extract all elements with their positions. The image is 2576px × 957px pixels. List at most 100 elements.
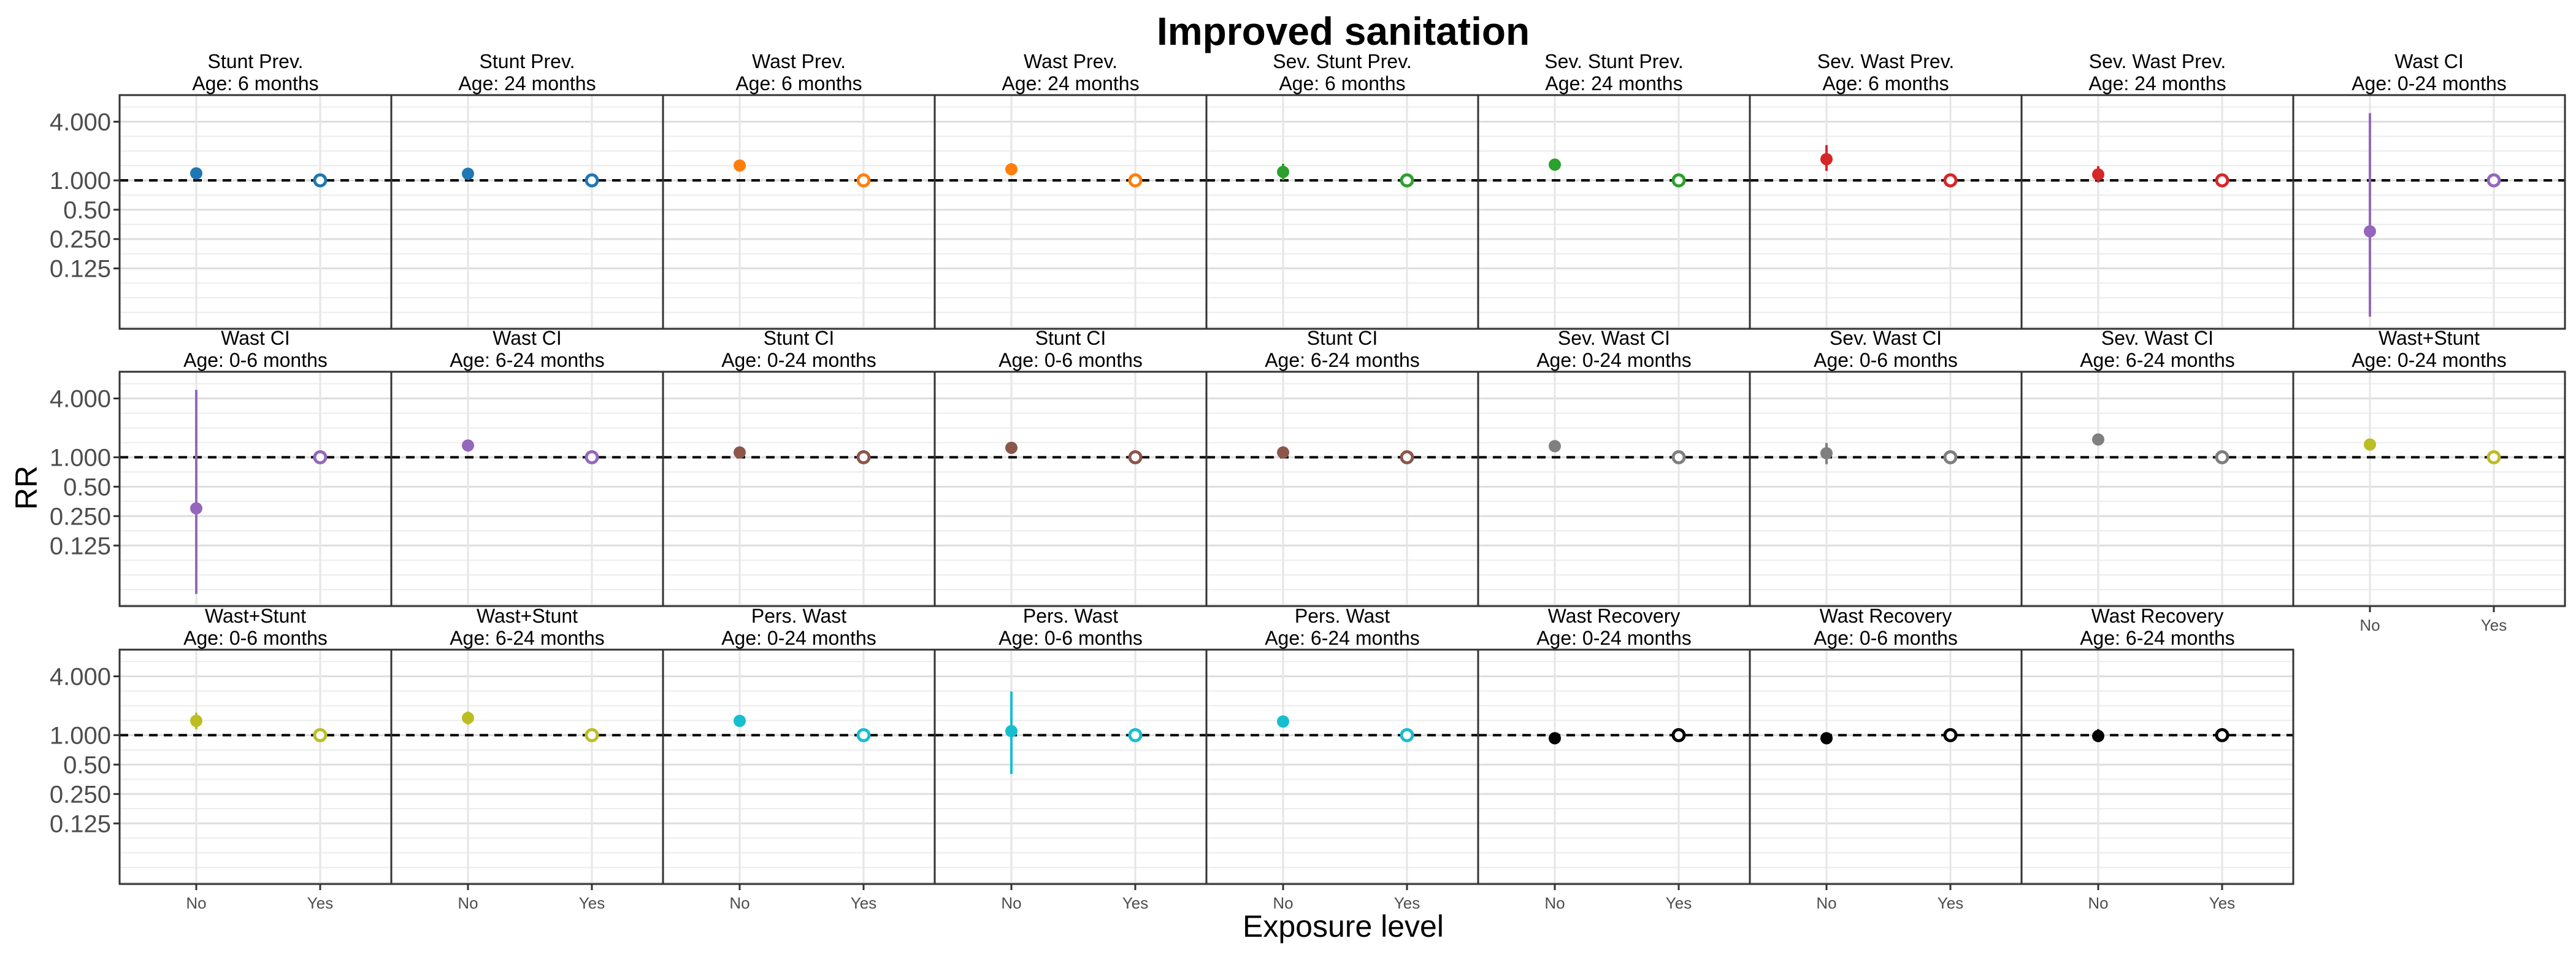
y-tick-label: 0.50 (63, 197, 111, 224)
reference-point (856, 450, 871, 464)
x-tick-label: No (2088, 894, 2108, 912)
y-tick-label: 0.125 (50, 532, 111, 559)
estimate-point (1820, 732, 1833, 745)
facet-title-age: Age: 0-6 months (1814, 627, 1958, 649)
estimate-point (2092, 433, 2104, 446)
panel-background (935, 372, 1206, 606)
facet-title-age: Age: 6-24 months (2080, 349, 2235, 371)
facet-panel: Sev. Wast Prev.Age: 24 months (2020, 50, 2294, 330)
facet-panels: Stunt Prev.Age: 6 months0.1250.2500.501.… (50, 50, 2566, 912)
estimate-point (2364, 225, 2376, 238)
reference-point (1400, 173, 1414, 188)
estimate-point (1549, 732, 1561, 745)
facet-title-outcome: Wast Prev. (752, 50, 846, 72)
facet-title-age: Age: 6-24 months (1265, 627, 1420, 649)
x-tick-label: No (458, 894, 478, 912)
reference-point (1943, 450, 1958, 464)
facet-title-age: Age: 0-24 months (721, 349, 876, 371)
panel-background (2022, 95, 2293, 329)
y-tick-label: 4.000 (50, 109, 111, 136)
estimate-point (1277, 715, 1289, 728)
facet-title-age: Age: 24 months (1545, 72, 1682, 94)
y-tick-label: 0.250 (50, 781, 111, 808)
estimate-point (190, 167, 202, 180)
facet-title-age: Age: 0-24 months (2352, 72, 2507, 94)
x-tick-label: No (2359, 616, 2380, 634)
facet-title-age: Age: 0-24 months (1536, 627, 1692, 649)
facet-title-age: Age: 6-24 months (1265, 349, 1420, 371)
x-tick-label: Yes (307, 894, 333, 912)
reference-point (2486, 450, 2501, 464)
estimate-point (1277, 446, 1289, 459)
estimate-point (1549, 440, 1561, 453)
panel-background (1478, 372, 1750, 606)
panel-border (2292, 371, 2566, 607)
reference-point (1943, 728, 1958, 742)
y-tick-label: 1.000 (50, 722, 111, 749)
reference-point (2215, 450, 2229, 464)
facet-panel: Sev. Stunt Prev.Age: 6 months (1205, 50, 1479, 330)
panel-background (391, 650, 663, 884)
estimate-point (1005, 441, 1018, 454)
facet-title-outcome: Wast CI (2394, 50, 2464, 72)
facet-title-outcome: Wast+Stunt (477, 605, 578, 627)
reference-point (1671, 173, 1686, 188)
estimate-point (2364, 438, 2376, 451)
facet-title-age: Age: 24 months (458, 72, 596, 94)
x-tick-label: Yes (1666, 894, 1692, 912)
estimate-point (1820, 447, 1833, 459)
reference-point (1128, 728, 1143, 742)
x-tick-label: Yes (2209, 894, 2235, 912)
estimate-point (462, 439, 474, 452)
panel-background (1750, 372, 2022, 606)
reference-point (1671, 728, 1686, 742)
estimate-point (1820, 153, 1833, 166)
x-tick-label: Yes (1938, 894, 1963, 912)
y-tick-label: 1.000 (50, 444, 111, 471)
x-tick-label: No (186, 894, 206, 912)
facet-title-outcome: Stunt CI (1307, 327, 1378, 349)
reference-point (1128, 450, 1143, 464)
facet-title-age: Age: 6-24 months (2080, 627, 2235, 649)
panel-background (1478, 95, 1750, 329)
x-tick-label: No (1544, 894, 1565, 912)
facet-title-outcome: Sev. Stunt Prev. (1273, 50, 1411, 72)
panel-background (935, 650, 1206, 884)
x-tick-label: Yes (851, 894, 876, 912)
panel-background (2293, 95, 2565, 329)
reference-point (1671, 450, 1686, 464)
panel-background (2022, 372, 2293, 606)
facet-title-outcome: Sev. Wast Prev. (2089, 50, 2226, 72)
panel-background (2022, 650, 2293, 884)
x-tick-label: Yes (2481, 616, 2507, 634)
panel-background (935, 95, 1206, 329)
facet-title-age: Age: 0-6 months (183, 349, 328, 371)
y-tick-label: 1.000 (50, 167, 111, 194)
facet-title-age: Age: 0-6 months (183, 627, 328, 649)
facet-title-outcome: Wast Recovery (1548, 605, 1681, 627)
y-tick-label: 0.50 (63, 474, 111, 501)
reference-point (2215, 173, 2229, 188)
reference-point (313, 728, 328, 742)
reference-point (313, 450, 328, 464)
facet-panel: Wast Prev.Age: 6 months (662, 50, 936, 330)
reference-point (585, 173, 599, 188)
panel-border (2020, 648, 2294, 885)
facet-title-outcome: Wast Recovery (1820, 605, 1952, 627)
facet-title-age: Age: 0-24 months (721, 627, 876, 649)
y-tick-label: 0.250 (50, 503, 111, 530)
estimate-point (190, 502, 202, 515)
panel-background (120, 372, 391, 606)
panel-background (1206, 372, 1478, 606)
reference-point (585, 450, 599, 464)
estimate-point (190, 715, 202, 728)
facet-title-outcome: Wast Prev. (1024, 50, 1117, 72)
